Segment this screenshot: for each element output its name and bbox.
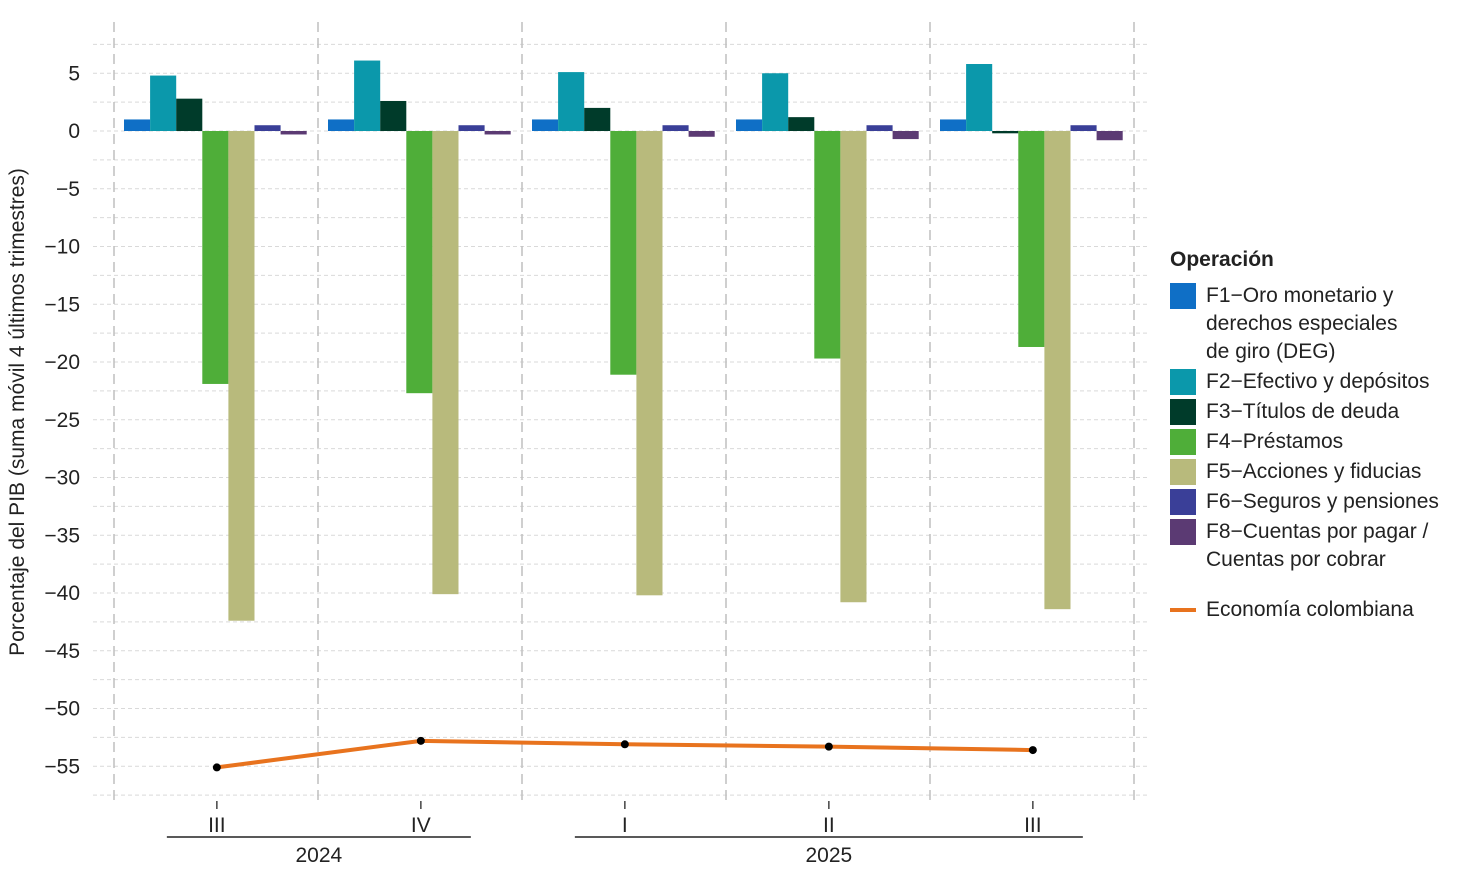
bar	[940, 119, 967, 131]
bar	[1018, 131, 1045, 347]
line-point	[212, 763, 221, 772]
bar	[688, 131, 715, 137]
bar	[966, 64, 993, 131]
bar	[484, 131, 511, 135]
line-point	[824, 742, 833, 751]
bar	[788, 117, 815, 131]
year-label: 2025	[805, 844, 852, 867]
y-tick-label: −25	[44, 409, 80, 432]
bar	[406, 131, 433, 394]
bar	[150, 75, 177, 131]
bar	[254, 125, 281, 131]
legend-item: F3−Títulos de deuda	[1170, 398, 1475, 426]
bar	[328, 119, 355, 131]
bar	[762, 73, 789, 131]
legend-item: F2−Efectivo y depósitos	[1170, 368, 1475, 396]
legend-item: F1−Oro monetario y derechos especiales d…	[1170, 282, 1475, 366]
legend-swatch	[1170, 429, 1196, 455]
y-tick-label: −55	[44, 755, 80, 778]
y-tick-label: −30	[44, 467, 80, 490]
line-point	[416, 736, 425, 745]
legend-swatch	[1170, 283, 1196, 309]
y-tick-label: −5	[56, 178, 80, 201]
bar	[354, 60, 381, 131]
bar	[584, 107, 611, 131]
bar	[1070, 125, 1097, 131]
legend-title: Operación	[1170, 248, 1274, 271]
bar	[736, 119, 763, 131]
legend-label: F5−Acciones y fiducias	[1206, 460, 1422, 483]
y-tick-label: −15	[44, 293, 80, 316]
y-tick-label: 0	[68, 120, 80, 143]
legend-swatch	[1170, 489, 1196, 515]
y-tick-label: −10	[44, 236, 80, 259]
legend-label: F2−Efectivo y depósitos	[1206, 370, 1430, 393]
bar	[228, 131, 255, 621]
legend-swatch	[1170, 369, 1196, 395]
bar	[636, 131, 663, 596]
bar	[176, 98, 203, 131]
legend-label: F1−Oro monetario y derechos especiales d…	[1206, 284, 1398, 363]
y-tick-label: −35	[44, 524, 80, 547]
bar	[458, 125, 485, 131]
bar	[558, 72, 585, 131]
x-tick-label: II	[823, 814, 835, 837]
x-tick-label: IV	[411, 814, 431, 837]
legend-label: F8−Cuentas por pagar / Cuentas por cobra…	[1206, 520, 1429, 571]
y-tick-label: −50	[44, 698, 80, 721]
y-tick-label: −20	[44, 351, 80, 374]
legend-swatch	[1170, 459, 1196, 485]
bar	[380, 100, 407, 131]
bar	[610, 131, 637, 375]
bar	[840, 131, 867, 603]
bar	[1096, 131, 1123, 141]
x-tick-label: I	[622, 814, 628, 837]
bar	[1044, 131, 1071, 610]
legend-label: F4−Préstamos	[1206, 430, 1344, 453]
legend: Operación F1−Oro monetario y derechos es…	[1170, 248, 1475, 624]
legend-label: F3−Títulos de deuda	[1206, 400, 1400, 423]
year-label: 2024	[295, 844, 342, 867]
bars	[124, 60, 1123, 621]
legend-item: F4−Préstamos	[1170, 428, 1475, 456]
x-tick-label: III	[208, 814, 226, 837]
legend-item: F5−Acciones y fiducias	[1170, 458, 1475, 486]
legend-swatch	[1170, 399, 1196, 425]
bar	[432, 131, 459, 595]
bar	[124, 119, 151, 131]
bar	[532, 119, 559, 131]
legend-line-label: Economía colombiana	[1206, 598, 1414, 621]
bar	[662, 125, 689, 131]
legend-swatch	[1170, 519, 1196, 545]
legend-line-swatch	[1170, 608, 1196, 612]
x-tick-label: III	[1024, 814, 1042, 837]
y-tick-label: −40	[44, 582, 80, 605]
legend-item-line: Economía colombiana	[1170, 596, 1475, 624]
bar	[992, 131, 1019, 134]
line-point	[620, 740, 629, 749]
line-point	[1028, 746, 1037, 755]
legend-item: F6−Seguros y pensiones	[1170, 488, 1475, 516]
line-series	[212, 736, 1037, 772]
bar	[280, 131, 307, 135]
bar	[202, 131, 229, 384]
y-tick-label: 5	[68, 62, 80, 85]
y-tick-label: −45	[44, 640, 80, 663]
legend-label: F6−Seguros y pensiones	[1206, 490, 1439, 513]
bar	[866, 125, 893, 131]
legend-items: F1−Oro monetario y derechos especiales d…	[1170, 282, 1475, 574]
legend-item: F8−Cuentas por pagar / Cuentas por cobra…	[1170, 518, 1475, 574]
y-axis-title: Porcentaje del PIB (suma móvil 4 últimos…	[6, 168, 29, 656]
bar	[892, 131, 919, 140]
bar	[814, 131, 841, 359]
